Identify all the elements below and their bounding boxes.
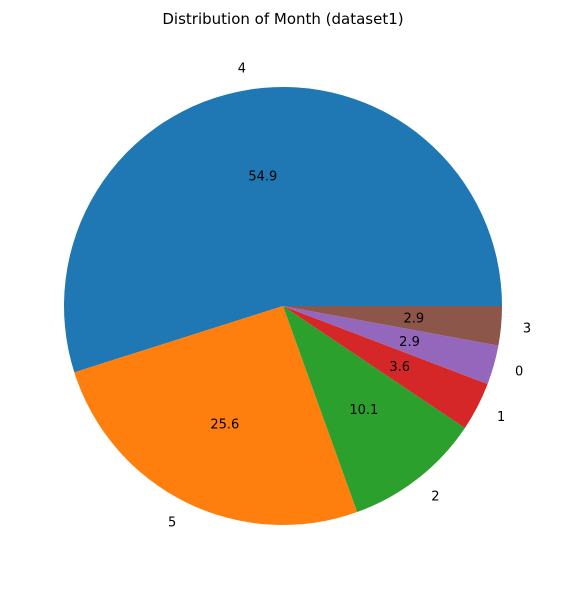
slice-label-4: 4 [238, 61, 246, 76]
pie-slices [64, 87, 502, 525]
slice-value-label-0: 2.9 [399, 335, 420, 350]
slice-label-5: 5 [168, 516, 176, 531]
slice-label-2: 2 [431, 489, 439, 504]
slice-label-3: 3 [523, 321, 531, 336]
slice-label-0: 0 [515, 365, 523, 380]
slice-value-label-3: 2.9 [404, 311, 425, 326]
slice-value-label-2: 10.1 [349, 403, 378, 418]
slice-value-label-1: 3.6 [389, 360, 410, 375]
chart-title: Distribution of Month (dataset1) [162, 10, 403, 28]
slice-label-1: 1 [497, 410, 505, 425]
slice-value-label-5: 25.6 [210, 417, 239, 432]
slice-value-label-4: 54.9 [248, 170, 277, 185]
